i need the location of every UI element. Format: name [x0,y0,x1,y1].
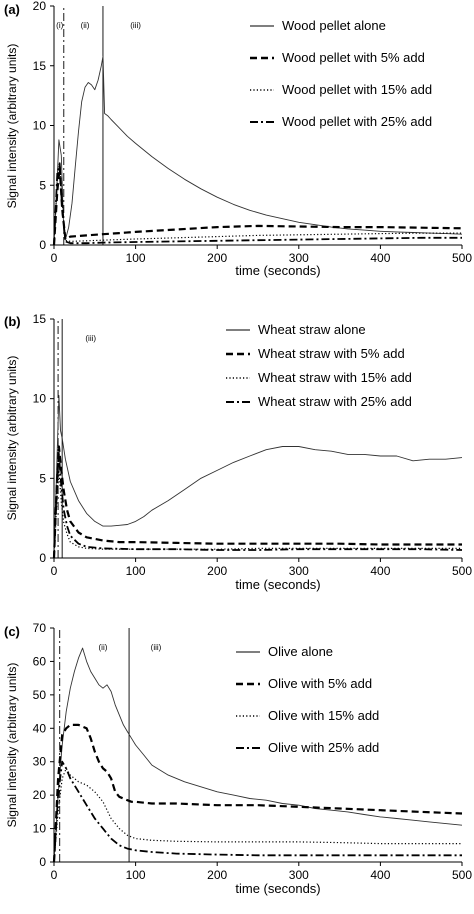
legend-label: Wheat straw with 25% add [258,394,412,409]
panel-label: (c) [4,624,20,639]
legend-label: Wood pellet with 5% add [282,50,425,65]
y-tick-label: 10 [33,119,47,133]
y-axis-title: Signal intensity (arbitrary units) [5,663,19,828]
y-tick-label: 15 [33,59,47,73]
x-axis-title: time (seconds) [235,881,320,896]
y-axis-title: Signal intensity (arbitrary units) [5,44,19,209]
y-axis-title: Signal intensity (arbitrary units) [5,356,19,521]
x-tick-label: 100 [126,564,146,578]
y-tick-label: 5 [39,178,46,192]
x-tick-label: 200 [207,564,227,578]
x-tick-label: 500 [452,564,472,578]
panel-a: (a) 0 100 200 300 400 500 0 5 10 15 20 time (seconds… [4,0,472,278]
legend-label: Wood pellet alone [282,18,386,33]
y-tick-label: 20 [33,0,47,13]
legend-label: Olive with 25% add [268,740,379,755]
panel-b: (b) 0 100 200 300 400 500 0 5 10 15 time (seconds) S… [4,312,472,592]
y-tick-label: 0 [39,855,46,869]
y-tick-label: 50 [33,688,47,702]
x-tick-label: 400 [370,868,390,882]
series-line-1 [53,55,463,246]
x-tick-label: 400 [370,251,390,265]
x-tick-label: 0 [51,868,58,882]
x-tick-label: 500 [452,251,472,265]
y-tick-label: 5 [39,471,46,485]
legend-label: Olive with 5% add [268,676,372,691]
legend-label: Wheat straw alone [258,322,366,337]
region-label: (iii) [151,643,162,652]
y-tick-label: 20 [33,788,47,802]
legend-label: Wood pellet with 15% add [282,82,432,97]
series-line-2 [52,166,463,246]
y-tick-label: 70 [33,621,47,635]
series-line-3 [53,767,462,863]
x-tick-label: 100 [126,868,146,882]
legend-label: Wood pellet with 25% add [282,114,432,129]
x-axis-title: time (seconds) [235,263,320,278]
region-label: (i) [56,21,63,30]
y-tick-label: 10 [33,822,47,836]
panel-label: (a) [4,2,20,17]
series-line-4 [53,453,463,559]
y-tick-label: 0 [39,551,46,565]
x-tick-label: 200 [207,868,227,882]
y-tick-label: 0 [39,238,46,252]
legend-label: Olive alone [268,644,333,659]
y-tick-label: 60 [33,654,47,668]
x-tick-label: 300 [289,868,309,882]
x-axis-title: time (seconds) [235,577,320,592]
legend-label: Wheat straw with 15% add [258,370,412,385]
series-line-4 [53,162,462,246]
panel-label: (b) [4,314,21,329]
y-tick-label: 30 [33,755,47,769]
legend-label: Wheat straw with 5% add [258,346,405,361]
x-tick-label: 0 [51,564,58,578]
x-tick-label: 300 [289,564,309,578]
panel-c: (c) 0 100 200 300 400 500 0 10 20 30 40 50 60 70 time (… [4,621,472,896]
series-line-4 [53,760,462,863]
region-label: (ii) [99,643,108,652]
legend-label: Olive with 15% add [268,708,379,723]
series-line-3 [53,469,462,559]
series-line-2 [52,723,463,863]
x-tick-label: 400 [370,564,390,578]
region-label: (ii) [81,21,90,30]
x-tick-label: 200 [207,251,227,265]
y-tick-label: 15 [33,312,47,326]
x-tick-label: 300 [289,251,309,265]
series-line-1 [53,395,463,559]
x-tick-label: 0 [51,251,58,265]
y-tick-label: 10 [33,392,47,406]
region-label: (iii) [85,334,96,343]
x-tick-label: 500 [452,868,472,882]
series-line-2 [52,445,462,559]
x-tick-label: 100 [126,251,146,265]
y-tick-label: 40 [33,721,47,735]
region-label: (iii) [130,21,141,30]
series-line-1 [53,647,463,863]
